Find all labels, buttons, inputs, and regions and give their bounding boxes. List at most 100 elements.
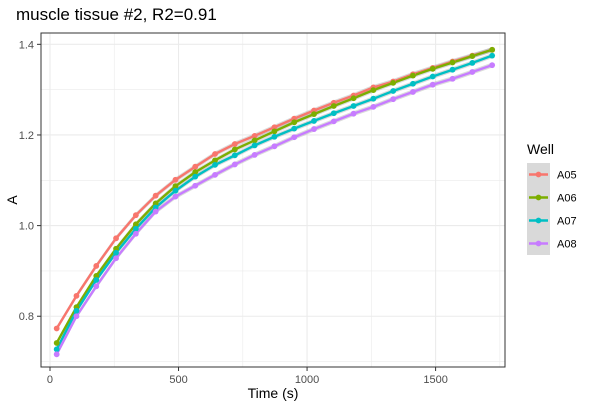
data-point-A08 xyxy=(152,208,159,215)
legend-label-A05: A05 xyxy=(557,170,577,182)
data-point-A07 xyxy=(152,204,159,211)
data-point-A06 xyxy=(231,146,238,153)
data-point-A08 xyxy=(172,193,179,200)
y-tick-label: 1.0 xyxy=(19,221,34,233)
data-point-A06 xyxy=(370,87,377,94)
data-point-A06 xyxy=(93,273,100,279)
x-tick-label: 0 xyxy=(47,374,53,386)
data-point-A06 xyxy=(113,245,119,252)
data-point-A05 xyxy=(251,132,258,139)
data-point-A05 xyxy=(231,141,238,147)
data-point-A06 xyxy=(311,111,317,118)
x-tick-label: 1500 xyxy=(423,374,447,386)
data-point-A05 xyxy=(271,124,278,131)
data-point-A08 xyxy=(469,69,476,75)
data-point-A07 xyxy=(410,80,416,87)
chart-title: muscle tissue #2, R2=0.91 xyxy=(16,5,217,24)
x-tick-label: 500 xyxy=(169,374,187,386)
legend-key-point-A07 xyxy=(535,217,542,224)
data-point-A08 xyxy=(489,62,496,69)
data-point-A08 xyxy=(350,110,357,117)
legend: Well A05 A06 A07 A08 xyxy=(527,141,577,255)
data-point-A08 xyxy=(113,255,119,262)
legend-key-point-A06 xyxy=(535,194,542,201)
data-point-A06 xyxy=(212,157,218,164)
data-point-A08 xyxy=(192,182,199,189)
data-point-A05 xyxy=(73,292,80,299)
y-axis: 0.8 1.0 1.2 1.4 xyxy=(19,39,41,323)
data-point-A06 xyxy=(172,183,179,190)
legend-title: Well xyxy=(527,141,554,157)
data-point-A07 xyxy=(390,88,397,94)
data-point-A07 xyxy=(370,95,377,102)
data-point-A08 xyxy=(53,351,60,358)
plot-panel xyxy=(41,33,505,367)
data-point-A07 xyxy=(449,66,456,73)
data-point-A07 xyxy=(251,142,258,149)
y-tick-label: 1.4 xyxy=(19,39,34,51)
data-point-A08 xyxy=(251,152,258,158)
data-point-A06 xyxy=(449,59,456,66)
data-point-A07 xyxy=(231,152,238,159)
x-axis-title: Time (s) xyxy=(248,385,299,401)
legend-key-point-A05 xyxy=(535,171,542,178)
data-point-A05 xyxy=(53,325,60,332)
data-point-A08 xyxy=(330,118,337,125)
data-point-A08 xyxy=(73,313,80,320)
data-point-A08 xyxy=(311,126,317,132)
y-tick-label: 1.2 xyxy=(19,130,34,142)
data-point-A06 xyxy=(429,65,436,72)
data-point-A08 xyxy=(132,230,139,237)
data-point-A05 xyxy=(132,212,139,219)
data-point-A08 xyxy=(390,96,397,103)
data-point-A07 xyxy=(192,173,199,180)
x-axis: 0 500 1000 1500 xyxy=(47,367,448,386)
data-point-A07 xyxy=(132,225,139,232)
data-point-A06 xyxy=(489,46,496,53)
plot-border xyxy=(40,32,506,368)
data-point-A07 xyxy=(291,125,298,132)
data-point-A07 xyxy=(172,187,179,194)
data-point-A06 xyxy=(410,72,416,79)
data-point-A05 xyxy=(212,151,218,157)
data-point-A08 xyxy=(429,81,436,88)
legend-label-A08: A08 xyxy=(557,239,577,251)
data-point-A08 xyxy=(271,143,278,150)
data-point-A06 xyxy=(291,119,298,126)
data-point-A07 xyxy=(469,60,476,66)
data-point-A07 xyxy=(330,110,337,117)
data-point-A07 xyxy=(271,133,278,140)
data-point-A07 xyxy=(429,73,436,80)
data-point-A07 xyxy=(350,103,357,109)
data-point-A06 xyxy=(390,79,397,86)
data-point-A06 xyxy=(53,340,60,346)
data-point-A07 xyxy=(93,277,100,283)
data-point-A08 xyxy=(231,161,238,168)
data-point-A08 xyxy=(370,103,377,110)
data-point-A07 xyxy=(212,161,218,168)
data-point-A06 xyxy=(251,137,258,144)
data-point-A05 xyxy=(113,235,119,242)
data-point-A08 xyxy=(449,75,456,82)
data-point-A08 xyxy=(291,134,298,141)
data-point-A05 xyxy=(192,163,199,170)
y-axis-title: A xyxy=(4,195,20,205)
series-points xyxy=(53,46,496,358)
data-point-A06 xyxy=(469,53,476,60)
data-point-A06 xyxy=(152,200,159,207)
y-tick-label: 0.8 xyxy=(19,311,34,323)
data-point-A06 xyxy=(271,128,278,135)
data-point-A05 xyxy=(93,263,100,269)
legend-key-point-A08 xyxy=(535,240,542,247)
data-point-A08 xyxy=(212,171,218,178)
data-point-A07 xyxy=(311,118,317,124)
data-point-A05 xyxy=(172,176,179,183)
legend-label-A07: A07 xyxy=(557,216,577,228)
data-point-A05 xyxy=(152,192,159,199)
data-point-A06 xyxy=(192,169,199,176)
data-point-A07 xyxy=(113,249,119,256)
data-point-A06 xyxy=(330,103,337,109)
data-point-A08 xyxy=(410,89,416,95)
data-point-A08 xyxy=(93,283,100,290)
